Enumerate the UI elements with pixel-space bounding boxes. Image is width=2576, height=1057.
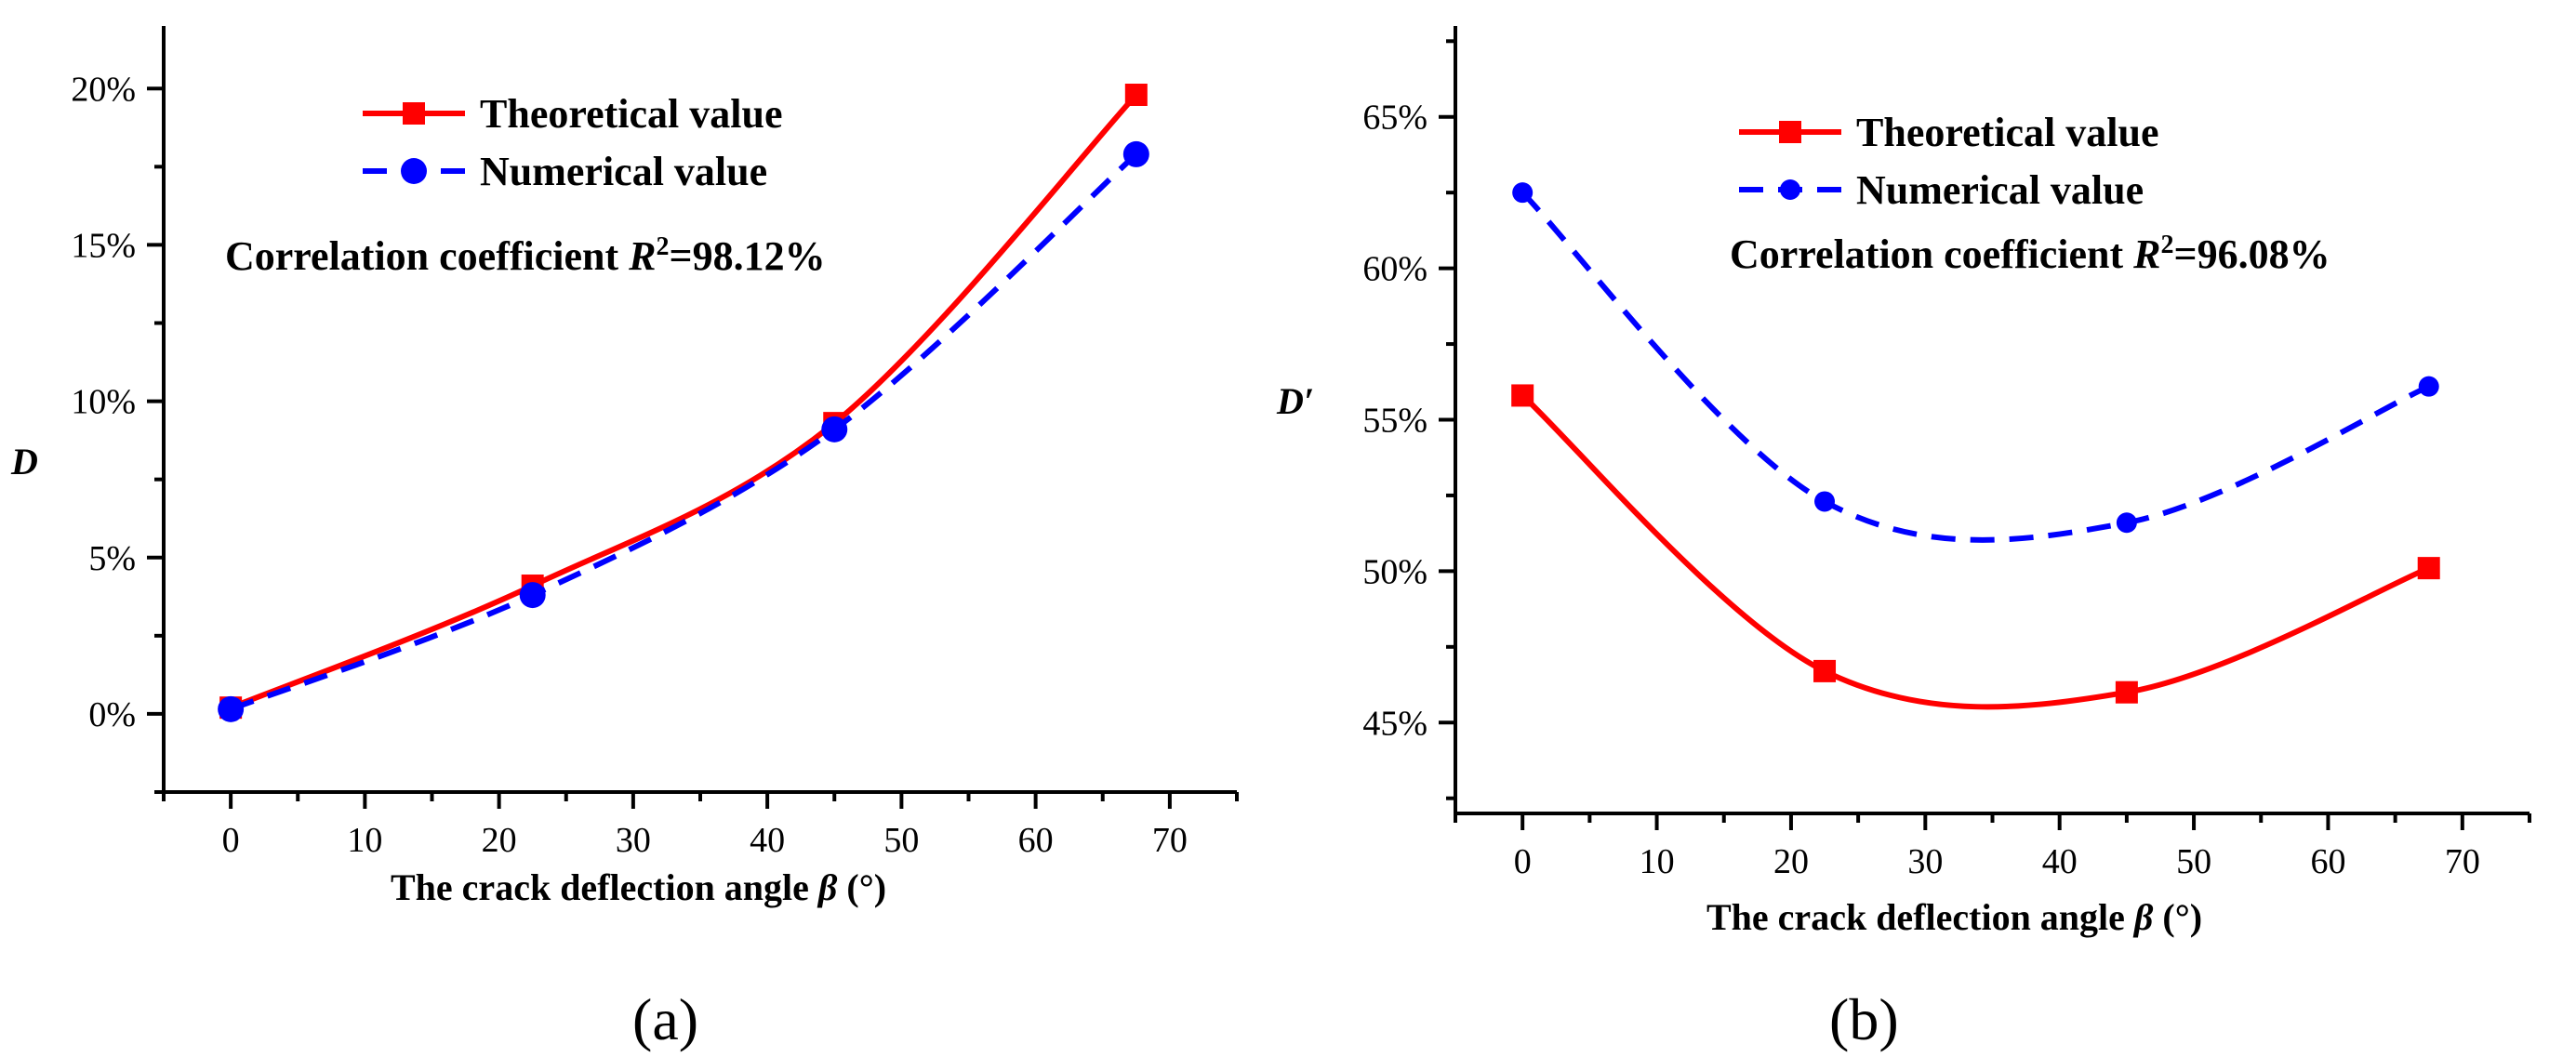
y-axis-label: D′ bbox=[1276, 380, 1314, 422]
y-tick-label: 0% bbox=[88, 695, 136, 734]
x-tick-label: 50 bbox=[2176, 842, 2211, 881]
x-tick-label: 20 bbox=[1773, 842, 1809, 881]
data-point-numerical bbox=[1814, 491, 1836, 512]
legend-label: Theoretical value bbox=[480, 91, 782, 137]
panel-label: (a) bbox=[632, 986, 698, 1052]
x-tick-label: 40 bbox=[2042, 842, 2078, 881]
y-tick-label: 45% bbox=[1362, 704, 1427, 743]
x-tick-label: 60 bbox=[1018, 821, 1054, 860]
x-tick-label: 0 bbox=[222, 821, 240, 860]
correlation-annotation: Correlation coefficient R2=98.12% bbox=[225, 232, 826, 279]
x-tick-label: 0 bbox=[1514, 842, 1532, 881]
x-tick-label: 10 bbox=[347, 821, 382, 860]
y-tick-label: 5% bbox=[88, 539, 136, 578]
x-tick-label: 70 bbox=[2445, 842, 2480, 881]
data-point-numerical bbox=[1122, 140, 1149, 167]
data-point-theoretical bbox=[2115, 680, 2138, 704]
series-line-theoretical bbox=[1520, 393, 2430, 710]
x-tick-label: 70 bbox=[1152, 821, 1188, 860]
legend-marker-square bbox=[1779, 121, 1801, 143]
data-point-theoretical bbox=[1124, 83, 1148, 106]
y-tick-label: 60% bbox=[1362, 250, 1427, 289]
x-axis-title: The crack deflection angle β (°) bbox=[1706, 896, 2202, 938]
data-point-numerical bbox=[821, 416, 848, 443]
y-tick-label: 15% bbox=[71, 226, 136, 265]
y-axis-label: D bbox=[10, 441, 38, 482]
chart-panel-a: 0 10 20 30 40 50 60 70 0% 5% 10% 15% 20% Theoretical … bbox=[10, 26, 1239, 1052]
series-line-theoretical bbox=[229, 92, 1139, 710]
y-tick-label: 10% bbox=[71, 383, 136, 422]
data-point-numerical bbox=[2116, 512, 2137, 534]
data-point-numerical bbox=[2418, 376, 2439, 397]
series-line-numerical bbox=[230, 152, 1138, 712]
data-point-numerical bbox=[218, 695, 245, 722]
x-tick-label: 10 bbox=[1640, 842, 1675, 881]
x-tick-label: 30 bbox=[1907, 842, 1943, 881]
y-tick-label: 20% bbox=[71, 70, 136, 109]
legend-marker-square bbox=[403, 102, 425, 125]
legend-marker-circle bbox=[1780, 179, 1800, 200]
legend-label: Numerical value bbox=[1856, 167, 2144, 213]
x-axis-title: The crack deflection angle β (°) bbox=[391, 866, 886, 908]
x-tick-label: 20 bbox=[482, 821, 517, 860]
x-tick-label: 60 bbox=[2310, 842, 2345, 881]
data-point-numerical bbox=[1512, 182, 1534, 204]
x-tick-label: 40 bbox=[750, 821, 785, 860]
data-point-numerical bbox=[519, 582, 546, 609]
y-tick-label: 50% bbox=[1362, 552, 1427, 591]
data-point-theoretical bbox=[1511, 384, 1534, 407]
data-point-theoretical bbox=[2417, 557, 2440, 580]
legend-label: Theoretical value bbox=[1856, 110, 2158, 155]
x-tick-label: 30 bbox=[616, 821, 651, 860]
x-tick-label: 50 bbox=[883, 821, 919, 860]
legend-marker-circle bbox=[401, 158, 427, 184]
chart-panel-b: 0 10 20 30 40 50 60 70 45% 50% 55% 60% 65% Theoretica… bbox=[1276, 26, 2531, 1052]
y-tick-label: 65% bbox=[1362, 99, 1427, 138]
panel-label: (b) bbox=[1829, 986, 1899, 1052]
legend-label: Numerical value bbox=[480, 149, 767, 194]
y-tick-label: 55% bbox=[1362, 402, 1427, 441]
correlation-annotation: Correlation coefficient R2=96.08% bbox=[1730, 231, 2330, 277]
data-point-theoretical bbox=[1813, 659, 1837, 682]
